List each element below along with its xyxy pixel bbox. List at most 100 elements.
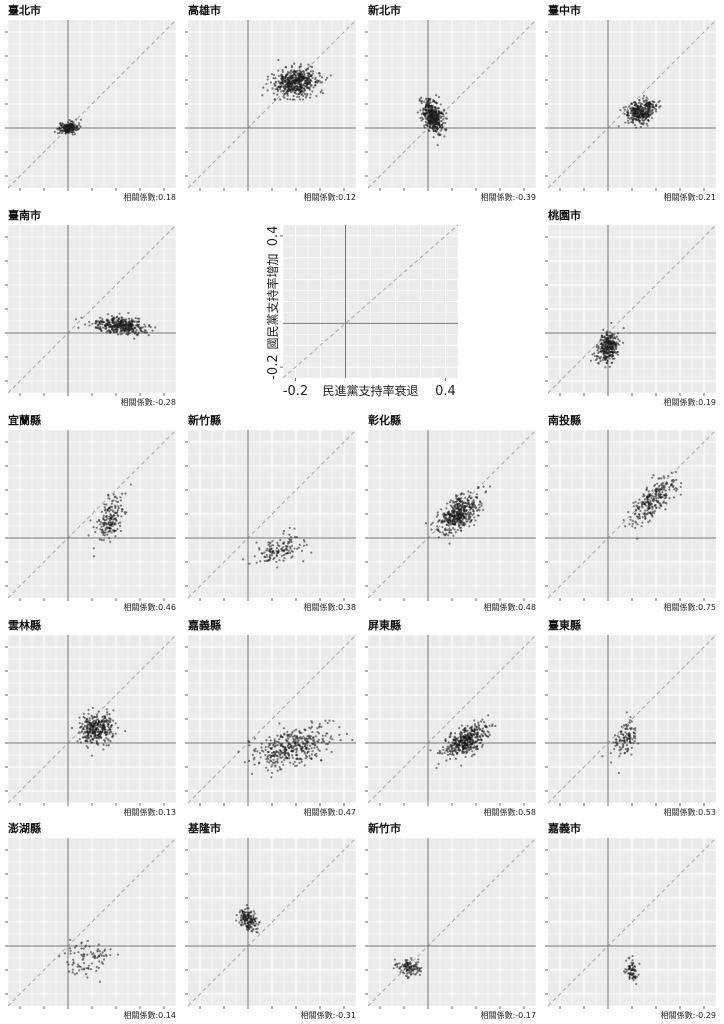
data-point bbox=[119, 330, 122, 333]
data-point bbox=[293, 91, 296, 94]
data-point bbox=[602, 328, 605, 331]
panel-title: 桃園市 bbox=[548, 209, 581, 222]
diagonal-reference-line bbox=[547, 634, 717, 804]
data-point bbox=[87, 708, 90, 711]
correlation-label: 相關係數:0.48 bbox=[483, 603, 536, 612]
data-point bbox=[285, 78, 288, 82]
data-point bbox=[626, 747, 629, 750]
data-point bbox=[291, 90, 294, 93]
data-point bbox=[303, 89, 307, 92]
data-point bbox=[314, 744, 317, 747]
data-point bbox=[449, 531, 452, 534]
data-point bbox=[679, 482, 683, 485]
data-point bbox=[288, 533, 291, 536]
data-point bbox=[100, 525, 103, 528]
data-point bbox=[637, 507, 641, 510]
data-point bbox=[282, 763, 285, 766]
data-point bbox=[453, 510, 456, 513]
data-point bbox=[276, 93, 279, 96]
data-point bbox=[486, 730, 489, 733]
data-point bbox=[669, 484, 673, 487]
data-point bbox=[79, 118, 83, 121]
data-point bbox=[295, 751, 298, 754]
data-point bbox=[261, 94, 264, 97]
data-point bbox=[631, 109, 634, 112]
data-point bbox=[625, 736, 628, 739]
data-point bbox=[279, 753, 282, 757]
data-point bbox=[338, 726, 341, 729]
data-point bbox=[636, 537, 639, 540]
data-point bbox=[258, 546, 261, 550]
data-point bbox=[276, 769, 279, 772]
data-point bbox=[476, 731, 479, 734]
data-point bbox=[79, 741, 83, 744]
data-point bbox=[291, 747, 294, 750]
data-point bbox=[135, 324, 139, 327]
data-point bbox=[468, 506, 471, 509]
data-point bbox=[119, 524, 122, 527]
data-point bbox=[611, 346, 614, 349]
data-point bbox=[278, 766, 281, 769]
data-point bbox=[278, 738, 281, 741]
data-point bbox=[266, 75, 269, 78]
data-point bbox=[282, 529, 286, 533]
facet-panel: 臺中市 相關係數:0.21 bbox=[540, 0, 720, 205]
data-point bbox=[469, 515, 472, 518]
data-point bbox=[307, 77, 310, 80]
data-point bbox=[281, 68, 284, 72]
data-point bbox=[302, 560, 305, 563]
data-point bbox=[264, 748, 267, 751]
data-point bbox=[601, 755, 604, 758]
data-point bbox=[297, 73, 300, 76]
data-point bbox=[633, 107, 636, 110]
data-point bbox=[609, 354, 612, 357]
data-point bbox=[455, 500, 458, 503]
data-point bbox=[621, 341, 625, 344]
data-point bbox=[118, 312, 121, 315]
data-point bbox=[648, 107, 651, 110]
data-point bbox=[654, 488, 658, 491]
data-point bbox=[622, 106, 625, 109]
data-point bbox=[488, 733, 491, 737]
data-point bbox=[662, 501, 665, 504]
data-point bbox=[145, 331, 149, 334]
data-point bbox=[424, 108, 427, 111]
data-point bbox=[468, 513, 471, 516]
data-point bbox=[309, 93, 312, 96]
data-point bbox=[288, 735, 291, 738]
data-point bbox=[104, 324, 107, 328]
data-point bbox=[308, 736, 312, 740]
data-point bbox=[638, 108, 641, 111]
data-point bbox=[96, 730, 99, 733]
data-point bbox=[459, 508, 463, 511]
data-point bbox=[625, 739, 629, 742]
data-point bbox=[661, 488, 664, 491]
data-point bbox=[641, 521, 644, 524]
data-point bbox=[82, 715, 85, 719]
data-point bbox=[289, 81, 292, 84]
data-point bbox=[612, 741, 615, 744]
data-point bbox=[462, 523, 465, 526]
data-point bbox=[112, 318, 115, 321]
data-point bbox=[109, 540, 112, 543]
data-point bbox=[630, 746, 633, 749]
data-point bbox=[472, 746, 475, 749]
data-point bbox=[99, 723, 102, 727]
data-point bbox=[458, 727, 461, 730]
data-point bbox=[124, 729, 127, 733]
data-point bbox=[324, 719, 327, 722]
data-point bbox=[292, 748, 295, 752]
data-point bbox=[116, 333, 120, 336]
data-point bbox=[111, 327, 114, 330]
data-point bbox=[661, 491, 664, 494]
data-point bbox=[105, 323, 109, 326]
data-point bbox=[482, 485, 485, 488]
data-point bbox=[61, 122, 64, 125]
data-point bbox=[272, 753, 275, 756]
data-point bbox=[114, 732, 117, 735]
data-point bbox=[286, 98, 289, 101]
data-point bbox=[74, 128, 77, 131]
data-point bbox=[647, 490, 650, 493]
data-point bbox=[679, 493, 682, 496]
